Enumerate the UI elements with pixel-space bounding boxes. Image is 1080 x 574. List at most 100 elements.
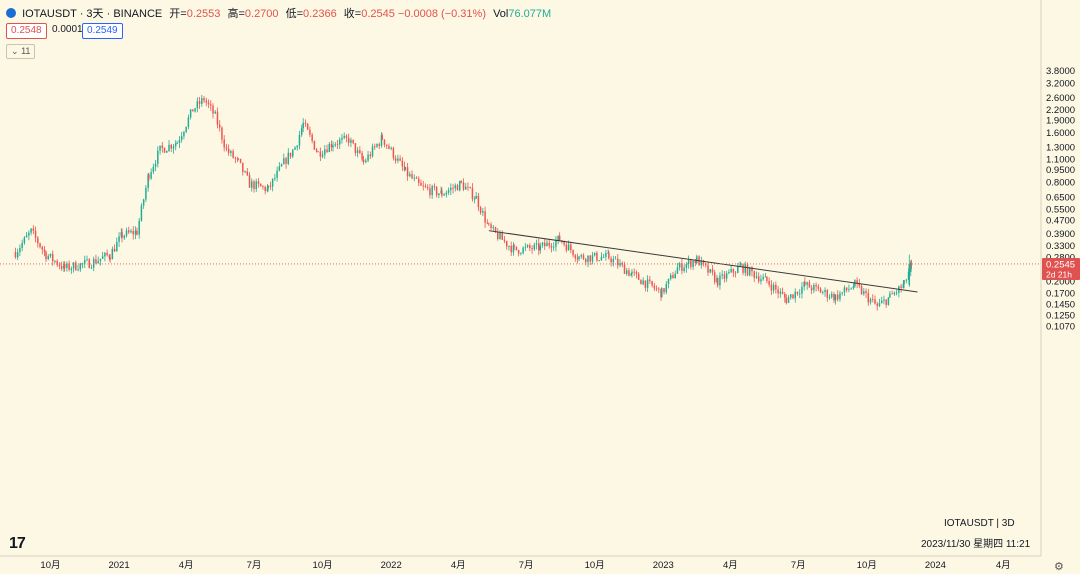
indicators-count: 11 bbox=[21, 46, 31, 56]
candle bbox=[796, 291, 799, 294]
candle bbox=[63, 264, 66, 268]
candle bbox=[66, 263, 68, 268]
indicators-toggle[interactable]: ⌄ 11 bbox=[6, 44, 36, 59]
candle bbox=[653, 285, 656, 289]
y-tick-label: 0.9500 bbox=[1046, 165, 1075, 176]
candle bbox=[374, 146, 376, 148]
x-tick-label: 7月 bbox=[791, 560, 806, 571]
tradingview-logo-icon[interactable]: 17 bbox=[9, 535, 26, 552]
low-value: 0.2366 bbox=[303, 8, 337, 20]
candle bbox=[721, 274, 723, 276]
candle bbox=[815, 284, 817, 287]
candle bbox=[304, 122, 307, 124]
gear-icon[interactable]: ⚙ bbox=[1054, 561, 1064, 573]
candle bbox=[826, 290, 829, 298]
x-tick-label: 10月 bbox=[585, 560, 605, 571]
candle bbox=[479, 207, 482, 213]
candle bbox=[557, 235, 559, 241]
x-tick-label: 7月 bbox=[247, 560, 262, 571]
candle bbox=[546, 242, 548, 247]
candle bbox=[790, 294, 792, 298]
candle bbox=[690, 260, 692, 267]
candle bbox=[863, 291, 865, 294]
candle bbox=[757, 276, 760, 282]
candle bbox=[111, 248, 114, 260]
candle bbox=[41, 247, 44, 250]
trendline bbox=[488, 230, 918, 293]
candle bbox=[510, 245, 512, 253]
candle bbox=[723, 274, 726, 279]
candle bbox=[885, 299, 887, 305]
candle bbox=[154, 163, 157, 167]
candle bbox=[54, 260, 56, 262]
candle bbox=[383, 139, 386, 145]
candle bbox=[628, 270, 630, 276]
y-tick-label: 0.8000 bbox=[1046, 177, 1075, 188]
candle bbox=[452, 187, 454, 189]
candle bbox=[267, 185, 269, 188]
candle bbox=[600, 257, 603, 261]
candle bbox=[116, 241, 118, 252]
candle bbox=[163, 147, 166, 153]
close-value: 0.2545 bbox=[361, 8, 395, 20]
candle bbox=[678, 263, 681, 268]
candle bbox=[777, 289, 779, 294]
candle bbox=[578, 256, 580, 259]
candle bbox=[178, 140, 181, 143]
high-label: 高= bbox=[227, 8, 245, 20]
candle bbox=[315, 149, 318, 152]
candle bbox=[168, 144, 170, 151]
x-tick-label: 7月 bbox=[519, 560, 534, 571]
candle bbox=[737, 266, 739, 273]
candle bbox=[388, 145, 390, 149]
open-value: 0.2553 bbox=[186, 8, 221, 20]
candle bbox=[891, 293, 893, 295]
sell-price-button[interactable]: 0.2548 bbox=[6, 23, 47, 39]
candle bbox=[404, 167, 407, 171]
candle bbox=[876, 303, 878, 306]
candle bbox=[709, 269, 711, 273]
buy-price-button[interactable]: 0.2549 bbox=[82, 23, 123, 39]
countdown-label: 2d 21h bbox=[1046, 269, 1072, 279]
y-tick-label: 2.6000 bbox=[1046, 93, 1075, 104]
candle bbox=[477, 195, 480, 208]
candle bbox=[176, 142, 178, 144]
candle bbox=[23, 237, 26, 243]
candle bbox=[725, 273, 728, 279]
candle bbox=[674, 273, 676, 279]
candle bbox=[255, 181, 257, 189]
candle bbox=[21, 242, 23, 249]
candle bbox=[306, 123, 309, 130]
candle bbox=[218, 124, 221, 128]
candle bbox=[58, 264, 61, 267]
candle bbox=[676, 267, 679, 274]
candle bbox=[589, 255, 591, 262]
x-tick-label: 2024 bbox=[925, 560, 946, 571]
candle bbox=[836, 294, 839, 300]
candle bbox=[443, 194, 445, 196]
candle bbox=[587, 255, 589, 263]
candle bbox=[345, 135, 348, 138]
candle bbox=[598, 260, 600, 261]
y-tick-label: 1.3000 bbox=[1046, 143, 1075, 154]
y-tick-label: 0.1700 bbox=[1046, 288, 1075, 299]
candle bbox=[593, 252, 596, 256]
candle bbox=[533, 244, 536, 250]
candle bbox=[484, 211, 486, 223]
candle bbox=[822, 292, 824, 293]
candle bbox=[772, 284, 775, 291]
candle bbox=[781, 291, 784, 294]
candle bbox=[207, 102, 210, 105]
candle bbox=[271, 178, 274, 187]
candle bbox=[321, 154, 324, 157]
candle bbox=[394, 158, 397, 161]
candle bbox=[406, 167, 409, 177]
candle bbox=[196, 101, 199, 109]
candle bbox=[766, 276, 768, 281]
candle bbox=[739, 265, 741, 267]
symbol-title[interactable]: IOTAUSDT · 3天 · BINANCE bbox=[22, 8, 163, 20]
candle bbox=[550, 245, 553, 248]
candle bbox=[462, 182, 465, 190]
